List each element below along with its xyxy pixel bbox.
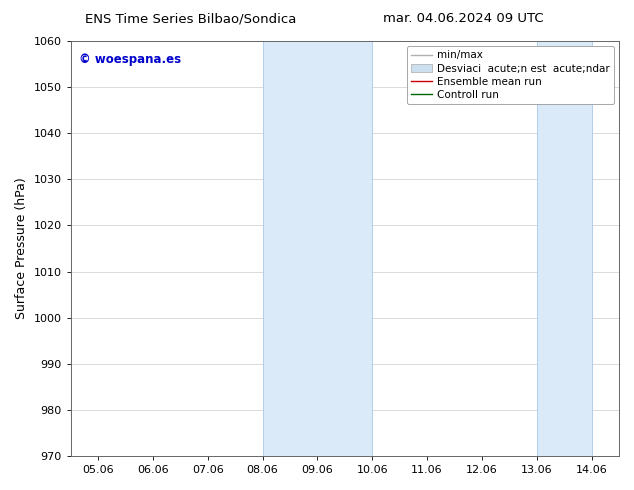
Bar — [537, 41, 592, 456]
Text: © woespana.es: © woespana.es — [79, 53, 181, 67]
Text: ENS Time Series Bilbao/Sondica: ENS Time Series Bilbao/Sondica — [84, 12, 296, 25]
Legend: min/max, Desviaci  acute;n est  acute;ndar, Ensemble mean run, Controll run: min/max, Desviaci acute;n est acute;ndar… — [406, 46, 614, 104]
Bar — [262, 41, 372, 456]
Text: mar. 04.06.2024 09 UTC: mar. 04.06.2024 09 UTC — [382, 12, 543, 25]
Y-axis label: Surface Pressure (hPa): Surface Pressure (hPa) — [15, 178, 28, 319]
